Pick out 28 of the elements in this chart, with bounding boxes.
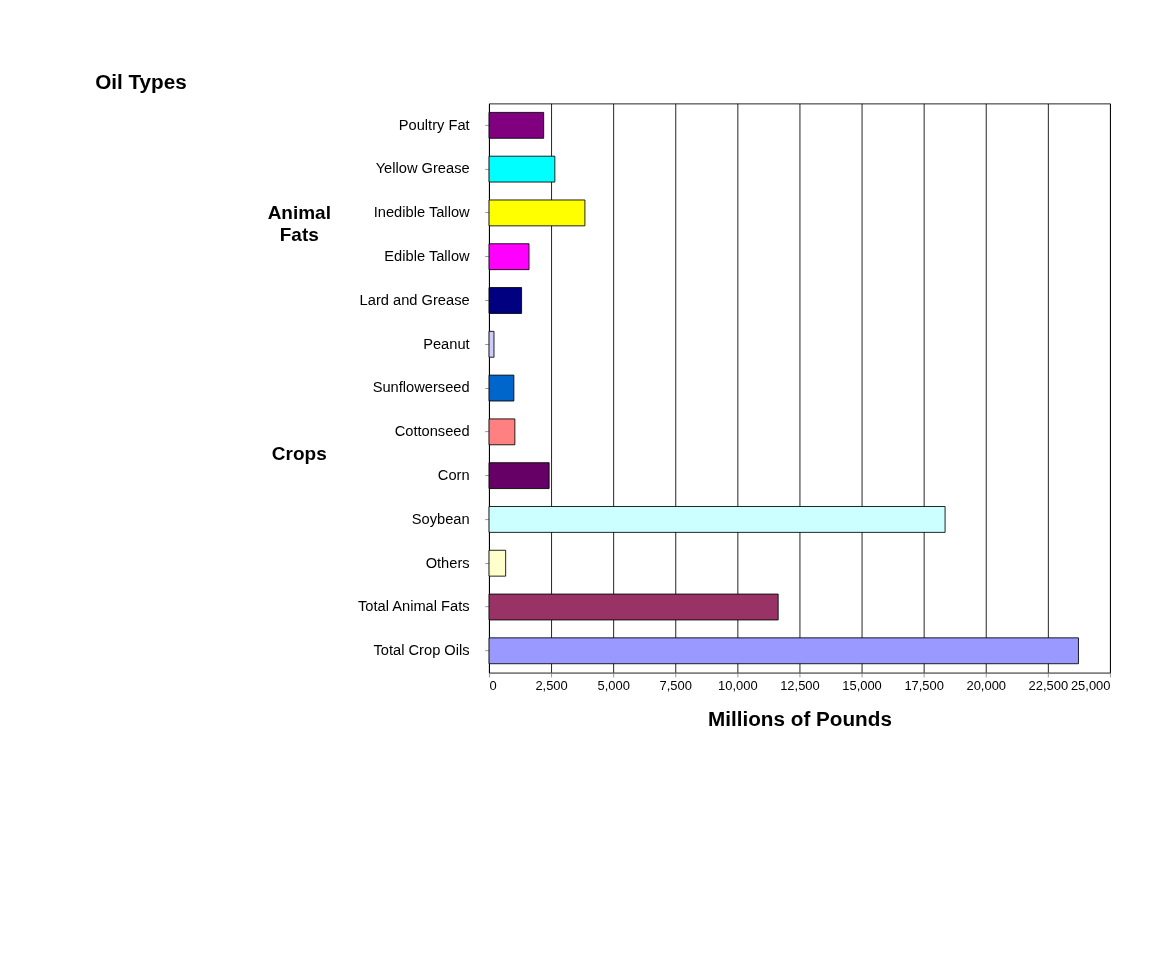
x-tick-label: 0 <box>489 677 497 693</box>
y-tick-label: Corn <box>437 466 470 483</box>
y-tick-label: Yellow Grease <box>375 160 470 177</box>
x-tick-label: 17,500 <box>904 677 944 693</box>
y-tick-label: Sunflowerseed <box>372 379 470 396</box>
y-tick-label: Others <box>425 554 470 571</box>
text: Oil Types <box>95 69 187 93</box>
text: Animal Fats <box>267 201 331 246</box>
y-tick-label: Lard and Grease <box>359 291 470 308</box>
y-tick-label: Soybean <box>411 510 470 527</box>
x-tick-label: 7,500 <box>659 677 692 693</box>
x-tick-label: 12,500 <box>780 677 820 693</box>
y-tick-label: Edible Tallow <box>384 248 471 265</box>
x-tick-label: 22,500 <box>1028 677 1069 693</box>
x-tick-label: 5,000 <box>597 677 630 693</box>
y-tick-label: Cottonseed <box>394 423 470 440</box>
x-tick-label: 2,500 <box>535 677 568 693</box>
text: Crops <box>271 442 327 464</box>
y-tick-label: Total Crop Oils <box>373 642 470 659</box>
x-tick-label: 25,000 <box>1070 677 1111 693</box>
y-tick-label: Total Animal Fats <box>358 598 470 615</box>
x-tick-label: 15,000 <box>842 677 882 693</box>
x-tick-label: 10,000 <box>718 677 758 693</box>
x-axis-title: Millions of Pounds <box>708 706 892 730</box>
y-tick-label: Inedible Tallow <box>373 204 471 221</box>
x-tick-label: 20,000 <box>966 677 1007 693</box>
y-tick-label: Peanut <box>423 335 470 352</box>
y-tick-label: Poultry Fat <box>398 116 470 133</box>
